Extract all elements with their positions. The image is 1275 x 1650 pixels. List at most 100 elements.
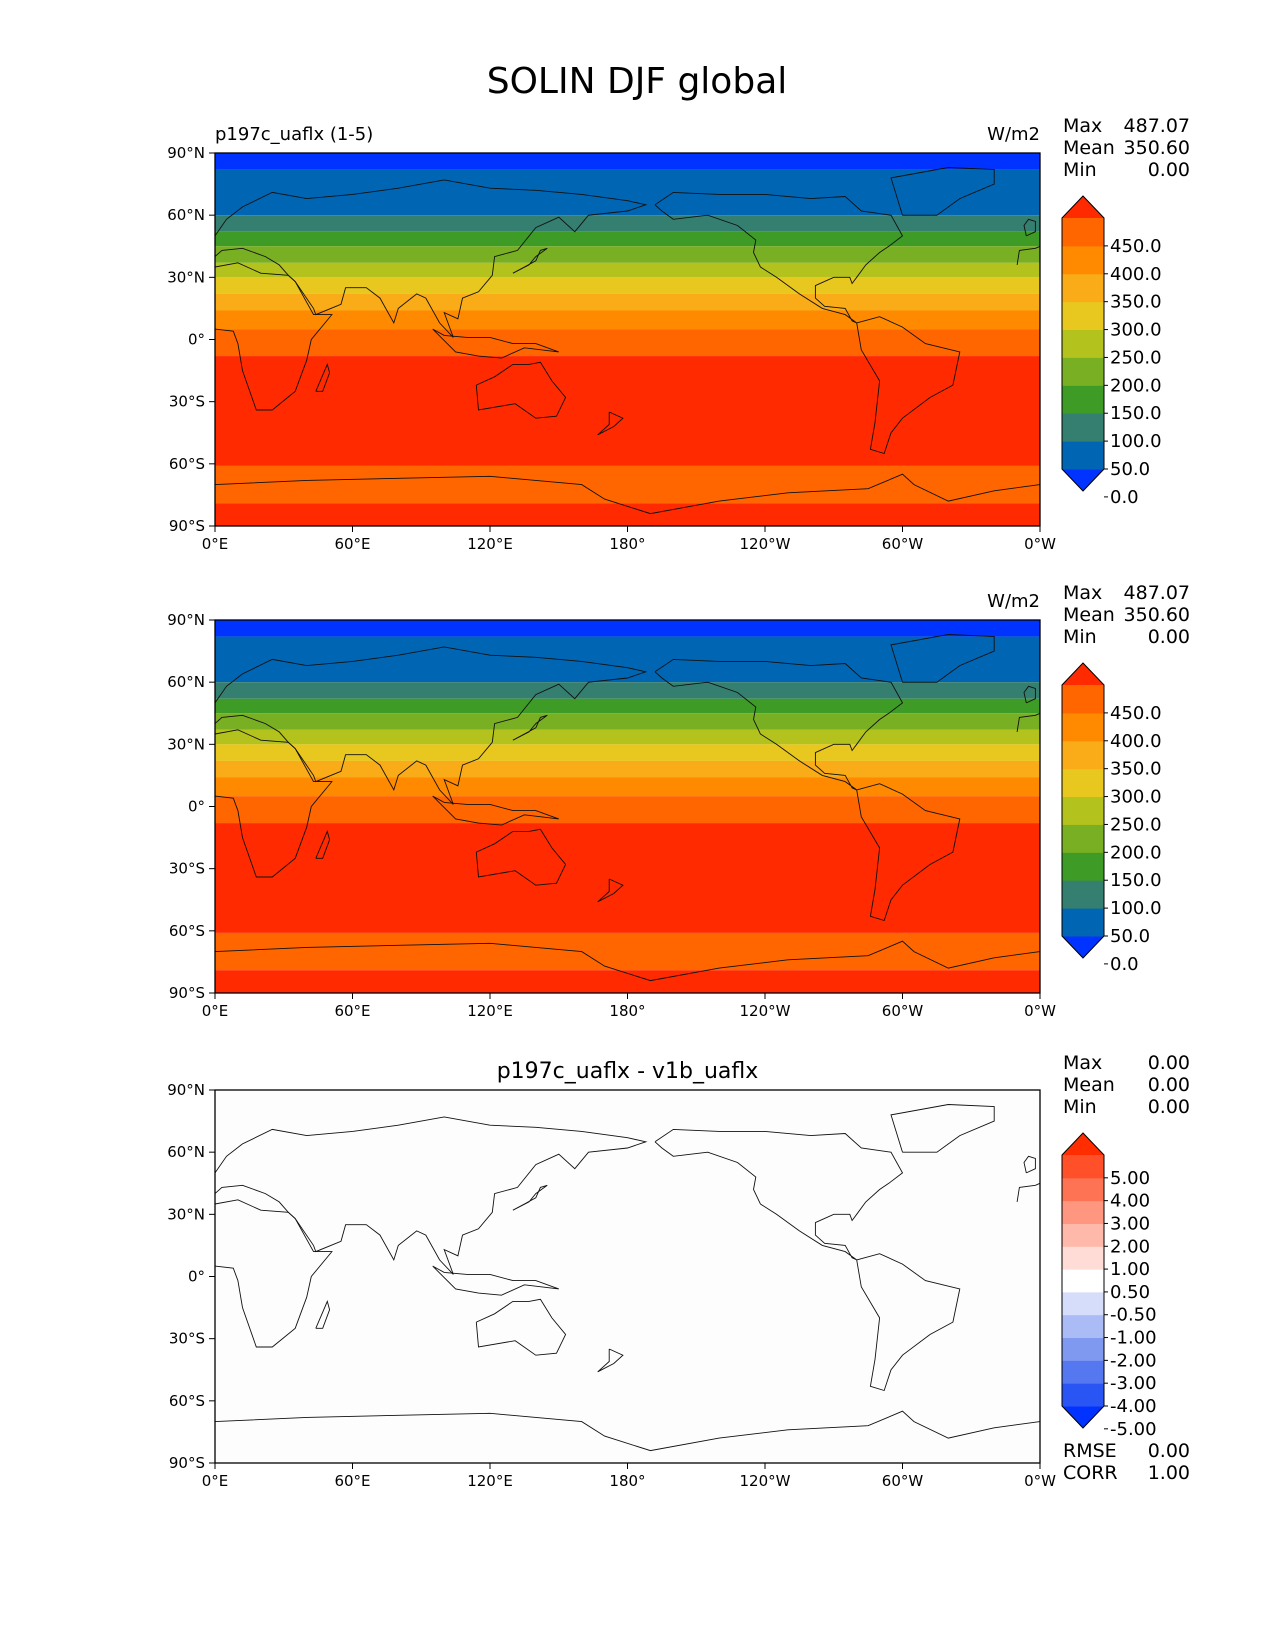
colorbar-label: 300.0 — [1110, 320, 1162, 341]
x-tick-label: 120°W — [740, 1472, 791, 1490]
x-tick-label: 120°E — [467, 1002, 513, 1020]
colorbar-label: 0.0 — [1110, 487, 1139, 508]
colorbar-swatch — [1062, 852, 1104, 881]
colorbar-swatch — [1062, 218, 1104, 247]
x-tick-label: 60°E — [334, 535, 370, 553]
coastline-1 — [214, 1199, 333, 1348]
coastline-3 — [475, 1298, 567, 1356]
band-5 — [215, 262, 1040, 278]
x-tick-label: 60°E — [334, 1002, 370, 1020]
x-tick-label: 0°W — [1024, 535, 1056, 553]
map-panel-2: 0°E 60°E 120°E 180° 120°W 60°W 0°W 90°N 60°N 30°N… — [167, 582, 1190, 1020]
colorbar-label: -2.00 — [1110, 1350, 1157, 1371]
y-tick-label: 90°S — [169, 1454, 205, 1472]
stat-label: Mean — [1063, 1074, 1115, 1096]
stat-value: 487.07 — [1124, 582, 1190, 604]
x-tick-label: 180° — [609, 1472, 645, 1490]
y-tick-label: 0° — [188, 1268, 205, 1286]
coastline-1 — [214, 262, 333, 411]
band-11 — [215, 465, 1040, 504]
y-tick-label: 30°N — [167, 735, 205, 753]
colorbar-swatch — [1062, 1337, 1104, 1361]
colorbar-swatch — [1062, 329, 1104, 358]
colorbar: 450.0 400.0 350.0 300.0 250.0 200.0 150.0 100.0… — [1061, 195, 1162, 508]
panel-title-left: p197c_uaflx (1-5) — [215, 124, 373, 145]
band-0 — [215, 1090, 1040, 1463]
colorbar-label: 150.0 — [1110, 870, 1162, 891]
x-tick-label: 0°W — [1024, 1002, 1056, 1020]
coastline-2 — [315, 363, 331, 392]
band-12 — [215, 503, 1040, 526]
field-bands — [215, 153, 1040, 526]
colorbar-label: -4.00 — [1110, 1396, 1157, 1417]
y-tick-label: 90°N — [167, 611, 205, 629]
stat-value: 350.60 — [1124, 604, 1190, 626]
y-tick-label: 90°S — [169, 984, 205, 1002]
colorbar-extend-bottom — [1062, 469, 1104, 491]
colorbar-label: -3.00 — [1110, 1373, 1157, 1394]
colorbar-label: 50.0 — [1110, 926, 1150, 947]
band-2 — [215, 682, 1040, 699]
band-6 — [215, 744, 1040, 761]
coastline-3 — [475, 828, 567, 886]
map-panel-3: 0°E 60°E 120°E 180° 120°W 60°W 0°W 90°N 60°N 30°N… — [167, 1052, 1190, 1490]
band-9 — [215, 796, 1040, 824]
coastline-5 — [512, 1184, 548, 1211]
band-0 — [215, 620, 1040, 637]
colorbar-label: 350.0 — [1110, 292, 1162, 313]
panel-units: W/m2 — [987, 591, 1040, 612]
coastline-9 — [856, 783, 961, 922]
y-tick-label: 0° — [188, 798, 205, 816]
coastline-4 — [597, 878, 624, 903]
colorbar-label: -0.50 — [1110, 1305, 1157, 1326]
colorbar-swatch — [1062, 1383, 1104, 1407]
colorbar-label: 3.00 — [1110, 1213, 1150, 1234]
colorbar-swatch — [1062, 824, 1104, 853]
colorbar-swatch — [1062, 712, 1104, 742]
coastline-10 — [214, 1410, 1041, 1452]
colorbar-label: 400.0 — [1110, 264, 1162, 285]
x-tick-label: 60°E — [334, 1472, 370, 1490]
y-tick-label: 60°S — [169, 455, 205, 473]
extra-stat-label: CORR — [1063, 1462, 1118, 1484]
stat-value: 0.00 — [1148, 159, 1190, 181]
band-7 — [215, 760, 1040, 778]
band-1 — [215, 169, 1040, 216]
colorbar-swatch — [1062, 1246, 1104, 1270]
coastline-7 — [654, 1128, 904, 1261]
stat-label: Min — [1063, 159, 1097, 181]
band-9 — [215, 329, 1040, 357]
colorbar-swatch — [1062, 301, 1104, 331]
coastline-8 — [890, 167, 995, 216]
colorbar-label: 100.0 — [1110, 898, 1162, 919]
colorbar-label: 0.0 — [1110, 954, 1139, 975]
x-tick-label: 0°W — [1024, 1472, 1056, 1490]
coastline-2 — [315, 1300, 331, 1329]
stat-value: 0.00 — [1148, 1052, 1190, 1074]
coastline-7 — [654, 658, 904, 791]
colorbar: 5.004.003.002.001.000.50-0.50-1.00-2.00-… — [1061, 1132, 1157, 1440]
colorbar-extend-top — [1062, 663, 1104, 685]
coastline-8 — [890, 1104, 995, 1153]
stat-label: Max — [1063, 1052, 1102, 1074]
band-12 — [215, 970, 1040, 993]
band-1 — [215, 636, 1040, 683]
panels: 0°E 60°E 120°E 180° 120°W 60°W 0°W 90°N 60°N 30°N… — [167, 115, 1190, 1490]
coastlines — [214, 167, 1041, 515]
y-tick-label: 60°S — [169, 922, 205, 940]
colorbar-extend-bottom — [1062, 936, 1104, 958]
band-2 — [215, 215, 1040, 232]
colorbar-swatch — [1062, 1360, 1104, 1384]
colorbar-label: -5.00 — [1110, 1419, 1157, 1440]
x-tick-label: 120°W — [740, 535, 791, 553]
figure-title: SOLIN DJF global — [487, 61, 788, 102]
coastlines — [214, 1104, 1041, 1452]
band-8 — [215, 310, 1040, 330]
stat-value: 0.00 — [1148, 626, 1190, 648]
band-4 — [215, 246, 1040, 263]
coastline-0 — [214, 1116, 648, 1275]
coastline-2 — [315, 830, 331, 859]
y-tick-label: 90°S — [169, 517, 205, 535]
colorbar-label: 450.0 — [1110, 236, 1162, 257]
colorbar-label: 250.0 — [1110, 814, 1162, 835]
